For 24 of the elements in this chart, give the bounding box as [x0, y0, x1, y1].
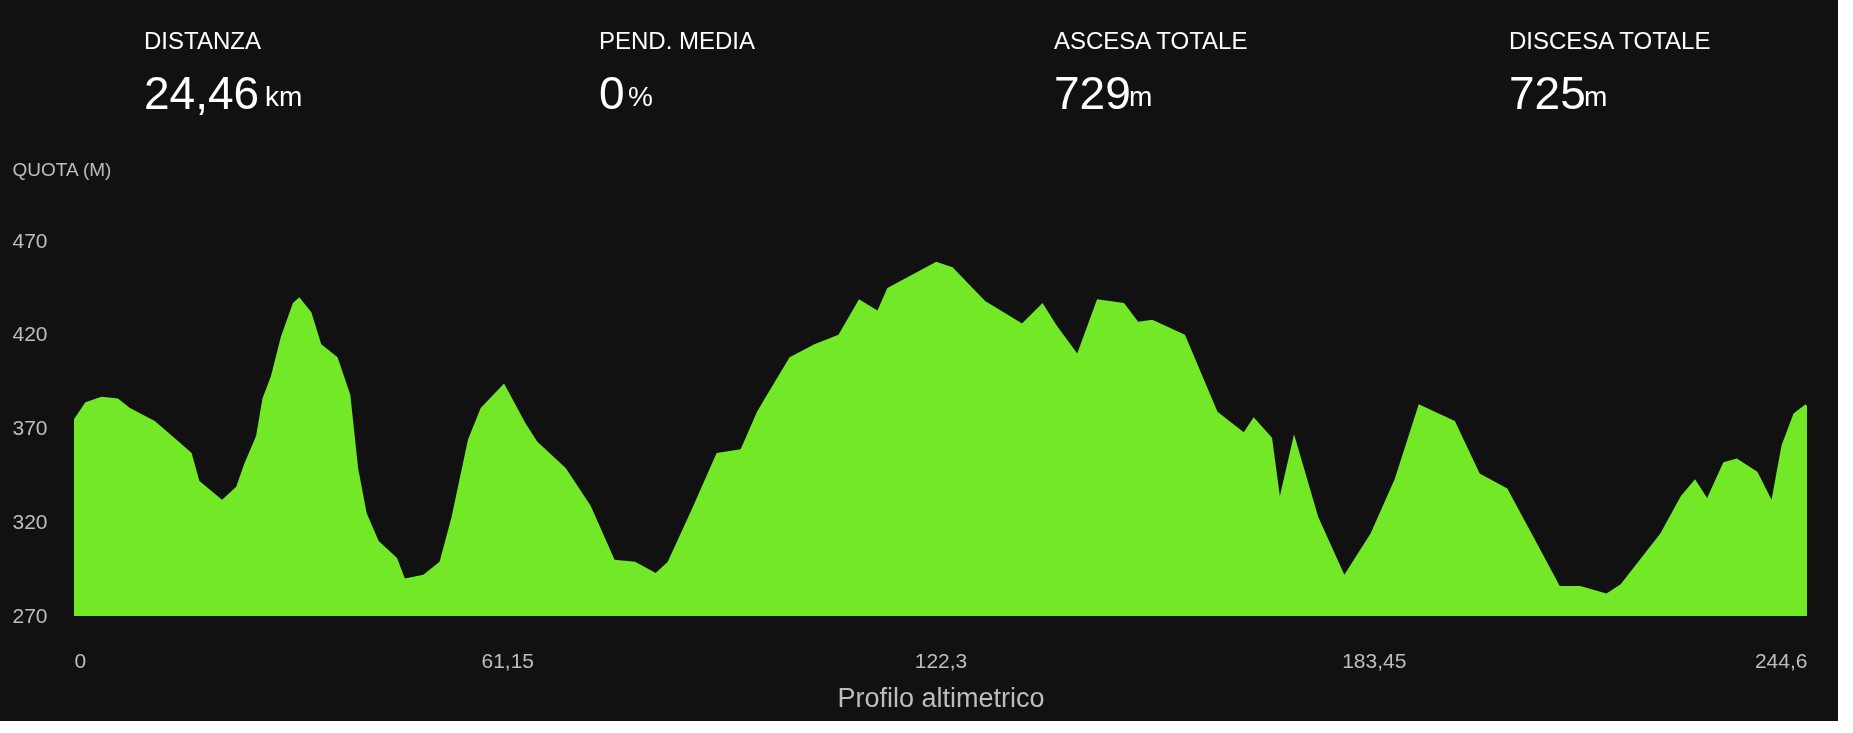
- x-tick-label: 183,45: [1342, 648, 1407, 672]
- text: 24,46: [144, 67, 260, 119]
- text: PEND. MEDIA: [599, 27, 756, 54]
- x-axis-title: Profilo altimetrico: [837, 682, 1045, 713]
- text: m: [1584, 81, 1608, 112]
- y-tick-label: 420: [12, 322, 48, 346]
- text: 729: [1054, 67, 1131, 119]
- text: 725: [1509, 67, 1586, 119]
- text: km: [265, 81, 303, 112]
- text: 0: [599, 67, 625, 119]
- x-tick-label: 61,15: [481, 648, 535, 672]
- x-tick-label: 122,3: [914, 648, 968, 672]
- text: %: [628, 81, 653, 112]
- x-tick-label: 0: [74, 648, 87, 672]
- y-tick-label: 320: [12, 509, 48, 533]
- text: ASCESA TOTALE: [1054, 27, 1248, 54]
- x-tick-label: 244,6: [1754, 648, 1808, 672]
- y-tick-label: 370: [12, 416, 48, 439]
- text: DISCESA TOTALE: [1509, 27, 1711, 54]
- text: m: [1129, 81, 1153, 112]
- y-tick-label: 270: [12, 603, 48, 627]
- y-axis-title: QUOTA (M): [12, 158, 112, 180]
- text: DISTANZA: [144, 27, 261, 54]
- y-tick-label: 470: [12, 228, 48, 252]
